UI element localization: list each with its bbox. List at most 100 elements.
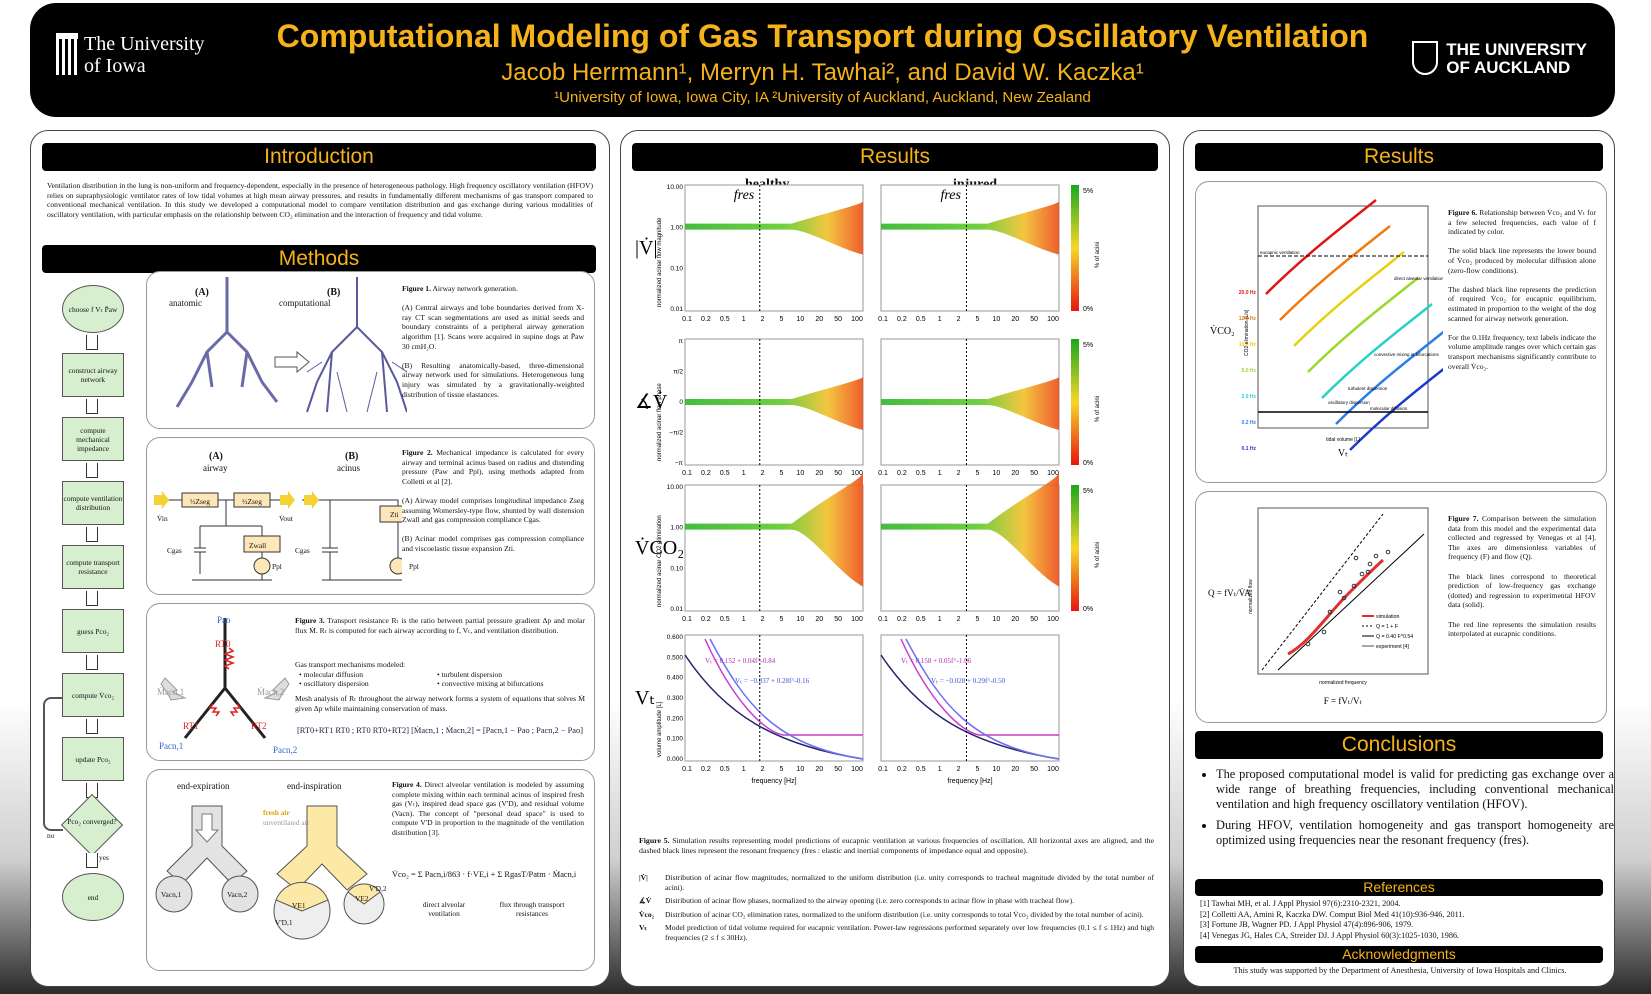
fig7-dotted-theory — [1261, 513, 1384, 671]
logo-left-line2: of Iowa — [84, 55, 146, 77]
fig2-cgas1: Cgas — [167, 546, 182, 555]
left-column-panel: Introduction Ventilation distribution in… — [30, 130, 610, 987]
row-symbol: Vₜ — [635, 687, 655, 709]
x-tick-label: 50 — [1030, 766, 1038, 773]
fig7-experiment-point — [1353, 555, 1359, 561]
fig7-legend-label: Q = 1 + F — [1376, 624, 1398, 630]
x-tick-label: 2 — [761, 616, 765, 623]
fig4-vd2: V'D,2 — [369, 884, 387, 893]
x-tick-label: 2 — [761, 766, 765, 773]
x-tick-label: 1 — [742, 470, 746, 477]
x-tick-label: 0.5 — [916, 766, 926, 773]
fig7-cap2: The red line represents the simulation r… — [1448, 619, 1596, 639]
x-tick-label: 1 — [938, 316, 942, 323]
fig6-freq-label: 20.0 Hz — [1239, 290, 1257, 296]
fig6-series-line — [1279, 225, 1391, 321]
fig6-plot-frame — [1257, 205, 1429, 429]
x-tick-label: 2 — [761, 316, 765, 323]
flow-compute-vco2: compute V̇co₂ — [62, 673, 124, 717]
fig6-annotation: oscillatory dispersion — [1328, 400, 1370, 405]
results-heading-right: Results — [1195, 143, 1603, 171]
y-tick-label: 0.300 — [667, 695, 684, 702]
y-tick-label: 0.500 — [667, 654, 684, 661]
fig6-caption: Figure 6. Relationship between V̇co₂ and… — [1448, 208, 1596, 371]
fig5-legend-text: Model prediction of tidal volume require… — [665, 923, 1154, 942]
colorbar-bottom-label: 0% — [1083, 606, 1093, 613]
x-tick-label: 0.2 — [701, 616, 711, 623]
x-tick-label: 100 — [851, 766, 863, 773]
fig3-title: Figure 3. — [295, 616, 325, 625]
fig5-legend-text: Distribution of acinar flow phases, norm… — [665, 896, 1075, 906]
y-tick-label: 10.00 — [667, 484, 684, 491]
fig6-cap0: Relationship between V̇co₂ and Vₜ for a … — [1448, 208, 1597, 237]
fig4-unventilated-air: unventilated air — [263, 818, 310, 827]
mech-molecular: molecular diffusion — [303, 670, 364, 679]
fig6-ylabel: V̇CO₂ — [1210, 325, 1235, 337]
x-tick-label: 0.2 — [701, 470, 711, 477]
impedance-circuit-diagram — [154, 491, 402, 581]
colorbar-top-label: 5% — [1083, 488, 1093, 495]
fig4-caption: Figure 4. Direct alveolar ventilation is… — [392, 780, 584, 838]
flow-update-pco2: update Pco₂ — [62, 737, 124, 781]
fig7-xaxis: normalized frequency — [1319, 680, 1367, 686]
row-symbol: ∡V̇ — [635, 389, 668, 413]
transport-resistance-diagram — [160, 618, 290, 739]
fig3-m2: Ṁacn,2 — [257, 687, 285, 697]
flow-compute-transport: compute transport resistance — [62, 545, 124, 589]
plot-frame — [880, 634, 1060, 762]
fig3-mech-1: • molecular diffusion — [299, 670, 364, 679]
y-tick-label: 0.200 — [667, 715, 684, 722]
fig7-experiment-point — [1359, 571, 1365, 577]
vt-fit-high — [905, 638, 1060, 760]
fig6-annotation: turbulent dispersion — [1348, 386, 1388, 391]
heatmap-band — [881, 472, 1059, 587]
conclusions-heading: Conclusions — [1195, 731, 1603, 759]
x-tick-label: 20 — [1011, 316, 1019, 323]
fig7-title: Figure 7. — [1448, 514, 1479, 523]
x-tick-label: 20 — [1011, 616, 1019, 623]
x-tick-label: 10 — [796, 470, 804, 477]
x-tick-label: 2 — [957, 616, 961, 623]
x-tick-label: 0.1 — [878, 470, 888, 477]
x-tick-label: 10 — [992, 616, 1000, 623]
x-tick-label: 20 — [1011, 470, 1019, 477]
fig6-freq-label: 10.0 Hz — [1239, 342, 1257, 348]
fig7-experiment-point — [1365, 569, 1371, 575]
reference-item: [3] Fortune JB, Wagner PD. J Appl Physio… — [1200, 920, 1414, 930]
fig6-xlabel: Vₜ — [1338, 448, 1348, 459]
x-tick-label: 10 — [796, 766, 804, 773]
middle-column-panel: Results healthy injured |V̇|normalized a… — [620, 130, 1170, 987]
fig7-experiment-point — [1367, 561, 1373, 567]
vt-fit-low — [704, 638, 863, 736]
flow-no-label: no — [47, 831, 55, 840]
x-tick-label: 50 — [1030, 316, 1038, 323]
x-tick-label: 10 — [796, 316, 804, 323]
x-tick-label: 100 — [851, 470, 863, 477]
x-tick-label: 20 — [815, 470, 823, 477]
mech-oscillatory: oscillatory dispersion — [303, 679, 369, 688]
fig6-series-line — [1307, 277, 1419, 373]
fig4-vd1: V'D,1 — [275, 918, 293, 927]
fig7-ylabel: Q = fVₜ/V̇A — [1208, 588, 1251, 598]
mech-turbulent: turbulent dispersion — [441, 670, 503, 679]
row-ylabel: volume amplitude [L] — [657, 701, 663, 757]
conclusion-item: The proposed computational model is vali… — [1216, 767, 1614, 812]
fig4-ve2: VE2 — [355, 894, 369, 903]
row-ylabel: normalized acinar flow phase — [657, 383, 663, 461]
airway-tree-images — [175, 277, 407, 413]
fig2-cgas2: Cgas — [295, 546, 310, 555]
x-tick-label: 100 — [1047, 616, 1059, 623]
y-tick-label: −π — [675, 460, 684, 467]
fig7-cap1: The black lines correspond to theoretica… — [1448, 571, 1596, 610]
fig7-experiment-point — [1341, 595, 1347, 601]
flow-guess-pco2: guess Pco₂ — [62, 609, 124, 653]
flow-choose: choose f Vₜ P̄aw — [62, 285, 124, 333]
fig3-pao: Pao — [217, 615, 231, 625]
colorbar — [1071, 339, 1079, 465]
flow-arrow — [86, 655, 98, 670]
fig5-cap: Simulation results representing model pr… — [639, 836, 1154, 855]
x-tick-label: 0.5 — [916, 616, 926, 623]
x-tick-label: 5 — [779, 616, 783, 623]
flux-arrow-icon — [263, 677, 290, 701]
flow-in-arrow-icon — [154, 491, 169, 509]
